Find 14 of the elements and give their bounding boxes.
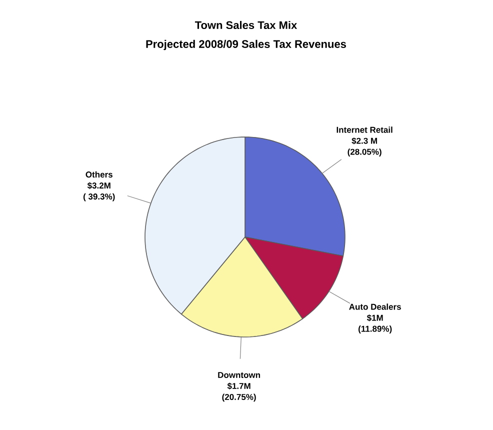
slice-label: Internet Retail xyxy=(336,126,392,133)
slice-label: Downtown xyxy=(218,372,260,378)
slice-label: Auto Dealers xyxy=(349,304,401,310)
data-label: $3.2M xyxy=(87,182,110,190)
slice-label: Others xyxy=(86,171,112,178)
text: ( 39.3%) xyxy=(83,193,115,202)
chart-subtitle: Projected 2008/09 Sales Tax Revenues xyxy=(146,40,346,50)
chart-title: Town Sales Tax Mix xyxy=(194,20,298,30)
data-label: $1.7M xyxy=(227,382,250,390)
text: (20.75%) xyxy=(222,394,256,402)
text: (11.89%) xyxy=(358,326,392,334)
data-label: $2.3 M xyxy=(352,137,377,144)
data-label: $1M xyxy=(366,314,383,322)
text: (28.05%) xyxy=(348,148,382,156)
